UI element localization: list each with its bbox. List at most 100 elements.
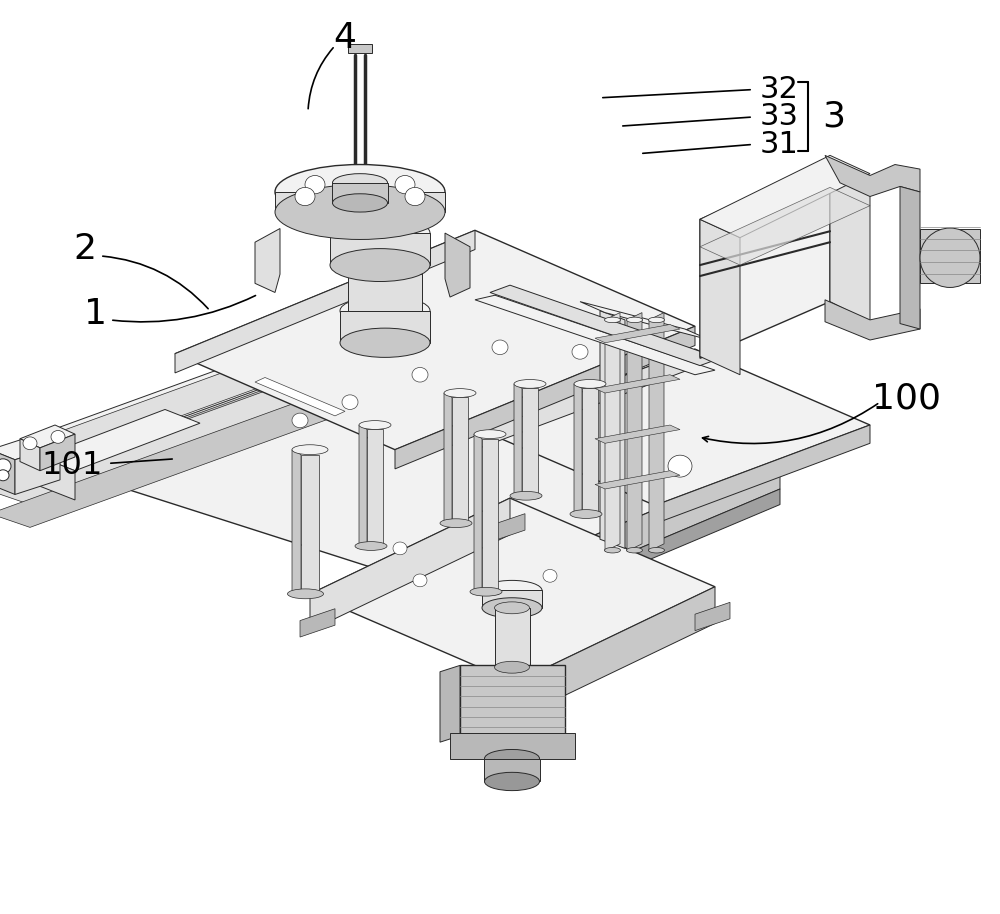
Polygon shape	[40, 457, 75, 500]
Polygon shape	[20, 425, 75, 448]
Polygon shape	[255, 228, 280, 292]
Polygon shape	[444, 393, 452, 526]
Ellipse shape	[444, 388, 476, 398]
Ellipse shape	[332, 174, 388, 192]
Circle shape	[405, 187, 425, 206]
Polygon shape	[515, 587, 715, 719]
Circle shape	[543, 569, 557, 582]
Text: 100: 100	[872, 381, 942, 416]
Polygon shape	[300, 609, 335, 637]
Text: 33: 33	[760, 102, 799, 132]
Polygon shape	[367, 430, 383, 548]
Ellipse shape	[494, 662, 530, 673]
Circle shape	[572, 345, 588, 359]
Ellipse shape	[494, 602, 530, 614]
Polygon shape	[482, 439, 498, 594]
Polygon shape	[695, 602, 730, 631]
Ellipse shape	[330, 249, 430, 282]
Ellipse shape	[275, 185, 445, 239]
Ellipse shape	[604, 317, 620, 323]
Polygon shape	[445, 233, 470, 297]
Polygon shape	[655, 425, 870, 524]
Circle shape	[295, 187, 315, 206]
Ellipse shape	[920, 228, 980, 288]
Circle shape	[350, 183, 370, 201]
Circle shape	[0, 459, 11, 473]
Polygon shape	[330, 233, 430, 265]
Polygon shape	[0, 366, 370, 503]
Polygon shape	[574, 384, 582, 516]
Polygon shape	[580, 302, 710, 340]
Polygon shape	[700, 187, 870, 265]
Polygon shape	[310, 498, 510, 631]
Ellipse shape	[574, 379, 606, 388]
Polygon shape	[348, 274, 422, 311]
Text: 2: 2	[74, 231, 96, 266]
Polygon shape	[475, 295, 715, 375]
Polygon shape	[0, 435, 60, 460]
Polygon shape	[480, 349, 695, 448]
Text: 3: 3	[822, 100, 845, 133]
Polygon shape	[359, 425, 367, 548]
Polygon shape	[452, 398, 468, 526]
Ellipse shape	[340, 328, 430, 357]
Polygon shape	[482, 590, 542, 608]
Polygon shape	[600, 311, 625, 548]
Ellipse shape	[482, 580, 542, 600]
Ellipse shape	[359, 420, 391, 430]
Text: 32: 32	[760, 75, 799, 104]
Circle shape	[668, 455, 692, 477]
Polygon shape	[480, 349, 870, 505]
Polygon shape	[0, 450, 15, 494]
Polygon shape	[55, 361, 380, 514]
Ellipse shape	[340, 296, 430, 325]
Ellipse shape	[604, 547, 620, 553]
Polygon shape	[395, 326, 695, 469]
Polygon shape	[490, 514, 525, 542]
Polygon shape	[440, 665, 460, 742]
Text: 4: 4	[334, 21, 356, 56]
Ellipse shape	[648, 317, 664, 323]
Circle shape	[413, 574, 427, 587]
Ellipse shape	[510, 492, 542, 500]
Polygon shape	[55, 329, 380, 498]
Ellipse shape	[482, 598, 542, 618]
Ellipse shape	[570, 510, 602, 518]
Circle shape	[395, 175, 415, 194]
Polygon shape	[275, 192, 445, 212]
Circle shape	[305, 175, 325, 194]
Circle shape	[342, 395, 358, 409]
Polygon shape	[830, 163, 870, 322]
Polygon shape	[495, 662, 530, 690]
Polygon shape	[900, 186, 920, 329]
Circle shape	[292, 413, 308, 428]
Polygon shape	[55, 329, 780, 594]
Ellipse shape	[292, 445, 328, 454]
Polygon shape	[20, 439, 40, 471]
Polygon shape	[0, 390, 370, 527]
Text: 1: 1	[84, 297, 106, 332]
Polygon shape	[649, 313, 664, 551]
Polygon shape	[627, 313, 642, 551]
Ellipse shape	[332, 194, 388, 212]
Polygon shape	[495, 608, 530, 667]
Polygon shape	[490, 285, 720, 366]
Polygon shape	[474, 434, 482, 594]
Ellipse shape	[470, 588, 502, 596]
Polygon shape	[332, 183, 388, 203]
Text: 101: 101	[41, 450, 103, 481]
Ellipse shape	[514, 379, 546, 388]
Polygon shape	[175, 230, 695, 450]
Polygon shape	[920, 228, 980, 283]
Circle shape	[492, 340, 508, 355]
Polygon shape	[310, 498, 715, 683]
Polygon shape	[455, 457, 780, 626]
Polygon shape	[40, 434, 75, 471]
Ellipse shape	[648, 547, 664, 553]
Circle shape	[393, 542, 407, 555]
Polygon shape	[582, 388, 598, 516]
Ellipse shape	[440, 519, 472, 527]
Circle shape	[412, 367, 428, 382]
Ellipse shape	[275, 165, 445, 219]
Polygon shape	[0, 452, 40, 499]
